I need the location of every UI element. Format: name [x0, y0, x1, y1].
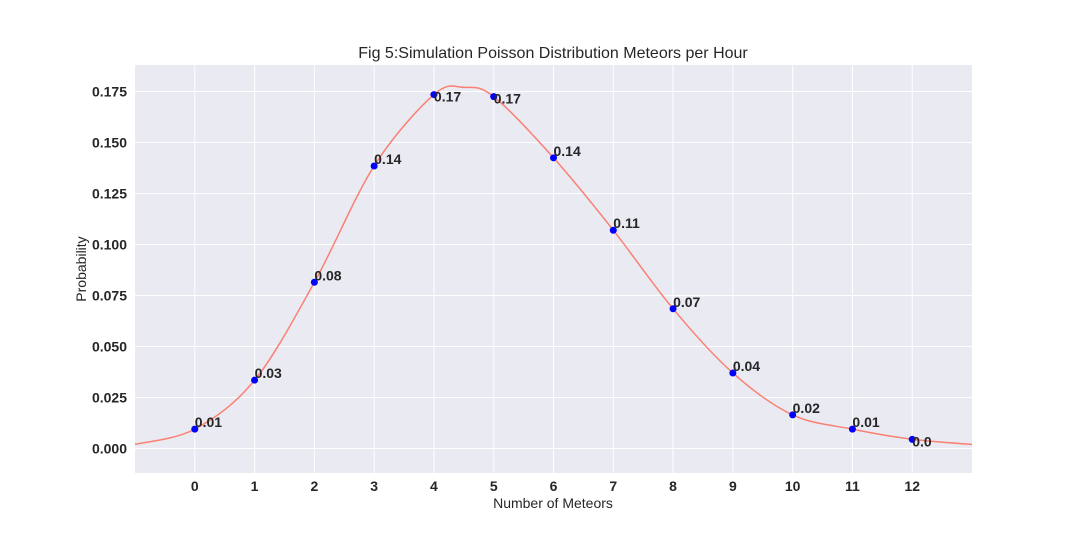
x-tick-label: 10 [785, 478, 801, 494]
gridlines [135, 65, 972, 473]
x-tick-label: 6 [550, 478, 558, 494]
smooth-curve-line [134, 85, 973, 446]
data-point [310, 278, 318, 286]
data-point [430, 91, 438, 99]
data-points [191, 91, 916, 443]
x-tick-label: 4 [430, 478, 438, 494]
data-point [609, 226, 617, 234]
y-tick-label: 0.000 [92, 441, 127, 457]
data-point [729, 369, 737, 377]
data-point [789, 411, 797, 419]
data-label: 0.01 [852, 414, 879, 430]
data-label: 0.04 [733, 358, 760, 374]
data-label: 0.01 [195, 414, 222, 430]
data-point [251, 376, 259, 384]
data-labels: 0.01 0.03 0.08 0.14 0.17 0.17 0.14 0.11 0.07 0.04… [195, 89, 932, 450]
y-tick-label: 0.100 [92, 237, 127, 253]
data-point [908, 435, 916, 443]
x-tick-label: 12 [904, 478, 920, 494]
data-label: 0.14 [554, 143, 581, 159]
x-axis-label: Number of Meteors [493, 495, 613, 511]
data-label: 0.02 [793, 400, 820, 416]
y-tick-label: 0.025 [92, 390, 127, 406]
data-label: 0.14 [374, 151, 401, 167]
y-tick-label: 0.150 [92, 135, 127, 151]
data-label: 0.17 [494, 91, 521, 107]
data-label: 0.17 [434, 89, 461, 105]
x-tick-label: 11 [845, 478, 860, 494]
x-tick-labels: 0 1 2 3 4 5 6 7 8 9 10 11 12 [191, 478, 920, 494]
data-point [191, 425, 199, 433]
x-tick-label: 7 [609, 478, 617, 494]
y-tick-label: 0.175 [92, 84, 127, 100]
x-tick-label: 8 [669, 478, 677, 494]
data-label: 0.0 [912, 433, 932, 449]
y-axis-label: Probability [73, 236, 89, 301]
x-tick-label: 0 [191, 478, 199, 494]
data-label: 0.08 [314, 267, 341, 283]
data-point [848, 425, 856, 433]
data-point [490, 93, 498, 101]
y-tick-labels: 0.000 0.025 0.050 0.075 0.100 0.125 0.150 0.175 [92, 84, 127, 457]
y-tick-label: 0.125 [92, 186, 127, 202]
x-tick-label: 2 [310, 478, 318, 494]
x-tick-label: 9 [729, 478, 737, 494]
data-label: 0.11 [613, 215, 640, 231]
data-label: 0.07 [673, 294, 700, 310]
y-tick-label: 0.075 [92, 288, 127, 304]
data-label: 0.03 [255, 365, 282, 381]
data-point [669, 305, 677, 313]
x-tick-label: 1 [251, 478, 259, 494]
data-point [550, 154, 557, 162]
x-tick-label: 5 [490, 478, 498, 494]
data-point [370, 162, 378, 170]
y-tick-label: 0.050 [92, 339, 127, 355]
chart-title: Fig 5:Simulation Poisson Distribution Me… [358, 45, 748, 62]
x-tick-label: 3 [370, 478, 378, 494]
